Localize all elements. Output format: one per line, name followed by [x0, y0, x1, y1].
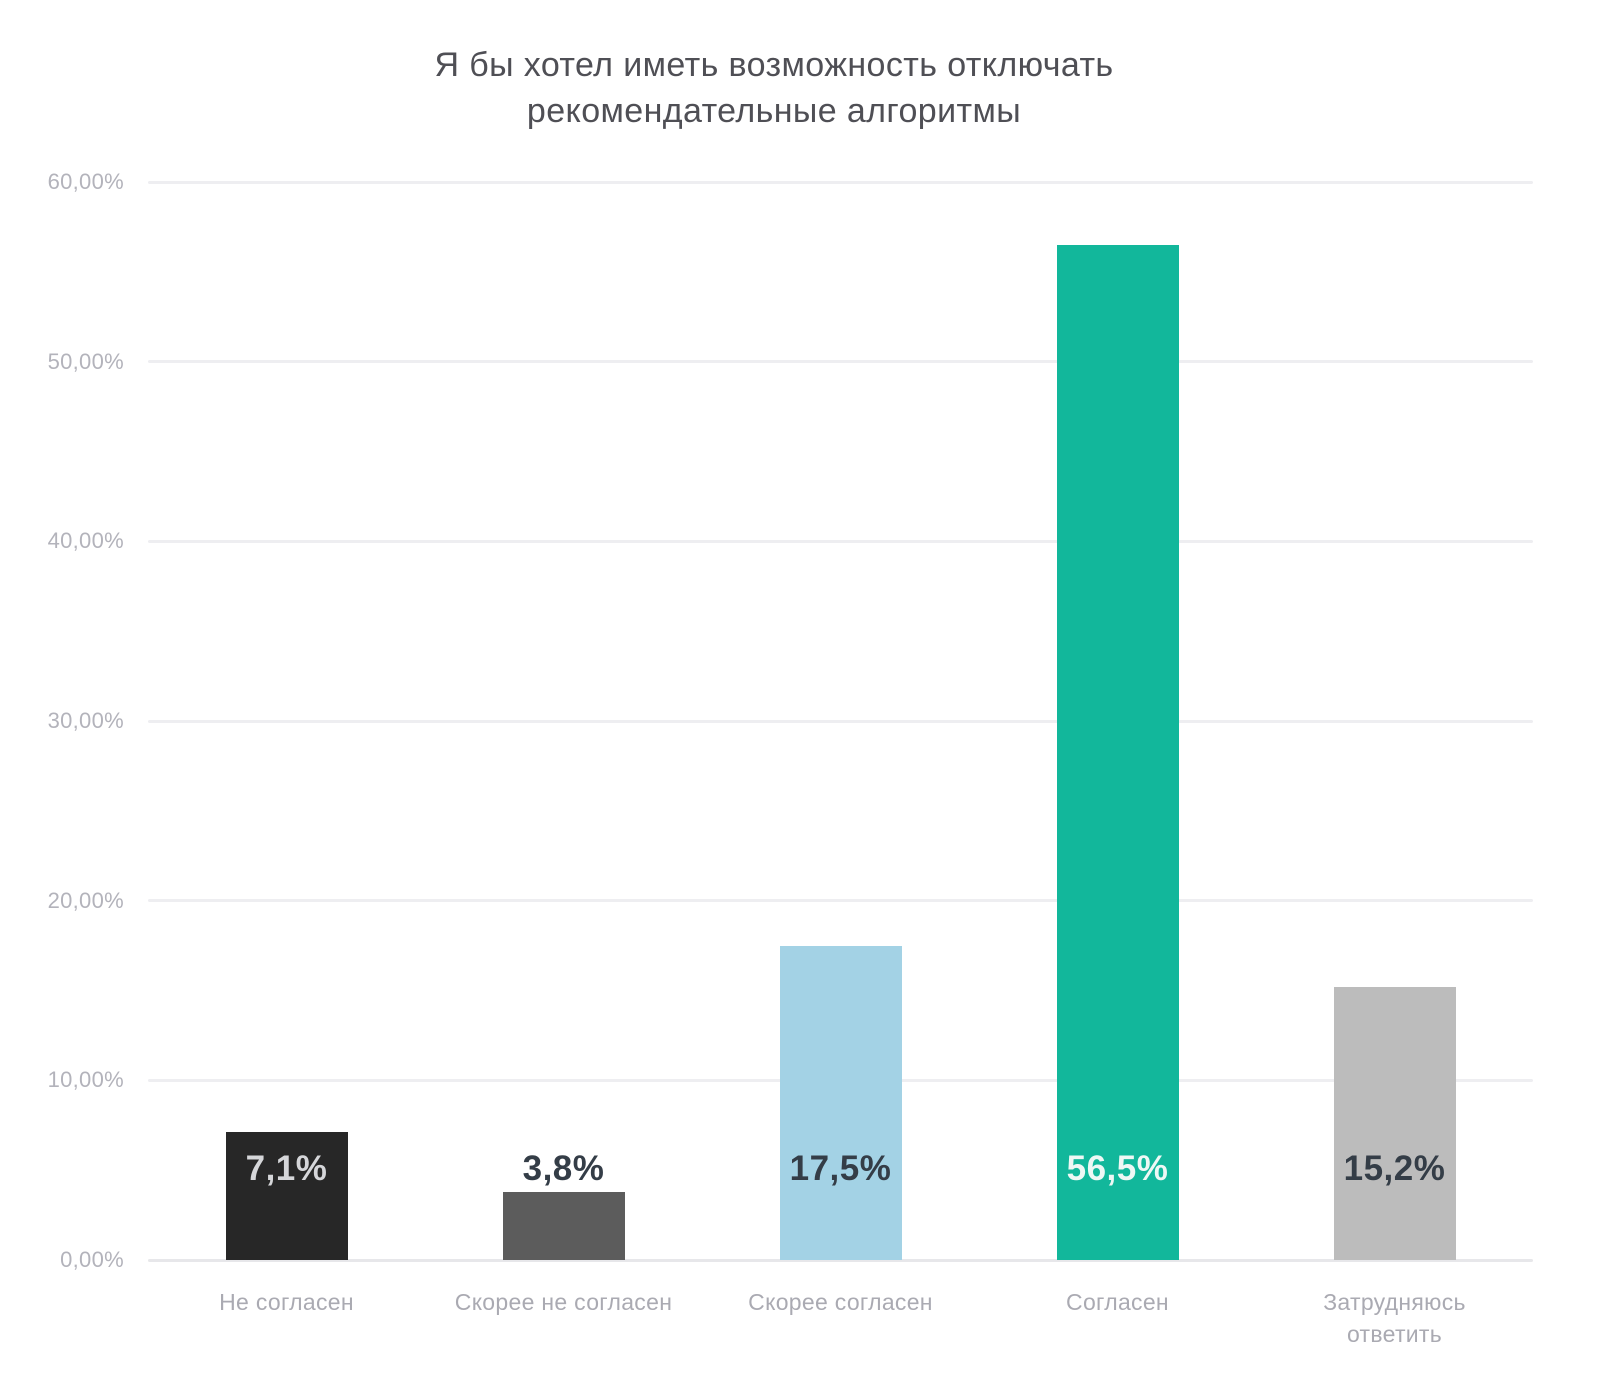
- y-tick-label: 60,00%: [47, 169, 124, 194]
- gridline: [148, 899, 1533, 903]
- bar: [225, 1132, 348, 1260]
- x-tick-label: Скорее согласен: [748, 1289, 933, 1315]
- gridline: [148, 539, 1533, 543]
- chart-title-line-1: Я бы хотел иметь возможность отключать: [434, 46, 1114, 84]
- gridline: [148, 360, 1533, 364]
- x-tick-label: Не согласен: [219, 1289, 354, 1315]
- plot-area: 7,1% 3,8% 17,5% 56,5% 15,2%: [148, 180, 1533, 1262]
- bar: [502, 1191, 625, 1260]
- y-tick-label: 0,00%: [60, 1247, 124, 1272]
- y-tick-label: 50,00%: [47, 348, 124, 374]
- bar-value-label: 17,5%: [789, 1149, 892, 1188]
- y-tick-label: 30,00%: [47, 708, 124, 733]
- bar: [1056, 244, 1179, 1260]
- y-tick-label: 40,00%: [47, 528, 124, 554]
- chart-title: Я бы хотел иметь возможность отключать р…: [0, 42, 1548, 134]
- bar-value-label: 7,1%: [245, 1149, 328, 1188]
- x-tick-label: Согласен: [1066, 1289, 1169, 1315]
- y-tick-label: 10,00%: [47, 1067, 124, 1093]
- gridline: [148, 180, 1533, 184]
- x-tick-label: Скорее не согласен: [454, 1289, 673, 1315]
- y-axis-labels: 60,00% 50,00% 40,00% 30,00% 20,00% 10,00% 0,00…: [0, 0, 140, 1395]
- bar: [779, 945, 902, 1260]
- gridline: [148, 1258, 1533, 1262]
- x-tick-label: Затрудняюсь ответить: [1323, 1289, 1466, 1347]
- bar-value-label: 15,2%: [1343, 1149, 1446, 1188]
- gridline: [148, 719, 1533, 723]
- y-tick-label: 20,00%: [47, 887, 124, 913]
- bar: [1333, 986, 1456, 1260]
- bar-value-label: 56,5%: [1066, 1149, 1169, 1188]
- bar-value-label: 3,8%: [522, 1149, 605, 1188]
- chart-title-line-2: рекомендательные алгоритмы: [526, 92, 1022, 130]
